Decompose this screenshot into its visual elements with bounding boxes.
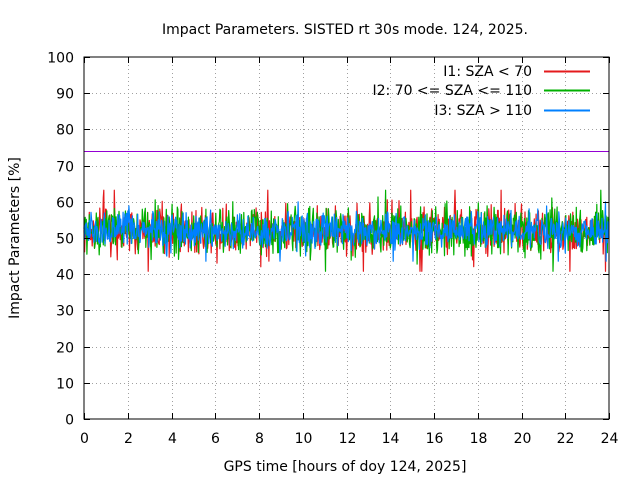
series-line-3 (83, 201, 610, 262)
y-tick-label: 40 (56, 268, 74, 284)
y-tick-label: 30 (56, 304, 74, 320)
legend-label-1: I1: SZA < 70 (443, 64, 532, 80)
x-tick-label: 16 (426, 431, 444, 447)
x-tick-label: 14 (382, 431, 400, 447)
x-tick-label: 18 (470, 431, 488, 447)
x-tick-label: 12 (339, 431, 357, 447)
y-tick-labels: 0 10 20 30 40 50 60 70 80 90 100 (47, 51, 74, 429)
chart-title: Impact Parameters. SISTED rt 30s mode. 1… (162, 22, 528, 38)
x-tick-label: 22 (557, 431, 575, 447)
y-tick-label: 100 (47, 51, 74, 67)
y-tick-label: 70 (56, 160, 74, 176)
x-tick-label: 0 (80, 431, 89, 447)
x-tick-label: 20 (514, 431, 532, 447)
x-tick-label: 8 (255, 431, 264, 447)
legend-label-3: I3: SZA > 110 (434, 103, 532, 119)
series-layer (83, 189, 610, 272)
y-tick-label: 50 (56, 232, 74, 248)
legend-label-2: I2: 70 <= SZA <= 110 (372, 83, 532, 99)
y-tick-label: 90 (56, 87, 74, 103)
x-tick-label: 24 (601, 431, 619, 447)
x-tick-label: 6 (211, 431, 220, 447)
x-tick-label: 2 (124, 431, 133, 447)
y-tick-label: 0 (65, 413, 74, 429)
y-tick-label: 60 (56, 196, 74, 212)
x-tick-labels: 0 2 4 6 8 10 12 14 16 18 20 22 24 (80, 431, 618, 447)
x-axis-label: GPS time [hours of doy 124, 2025] (224, 459, 467, 475)
x-tick-label: 4 (168, 431, 177, 447)
legend: I1: SZA < 70 I2: 70 <= SZA <= 110 I3: SZA … (372, 64, 590, 119)
y-tick-label: 80 (56, 123, 74, 139)
axis-ticks (84, 57, 610, 420)
y-tick-label: 10 (56, 377, 74, 393)
y-tick-label: 20 (56, 341, 74, 357)
y-axis-label: Impact Parameters [%] (7, 157, 23, 319)
x-tick-label: 10 (295, 431, 313, 447)
